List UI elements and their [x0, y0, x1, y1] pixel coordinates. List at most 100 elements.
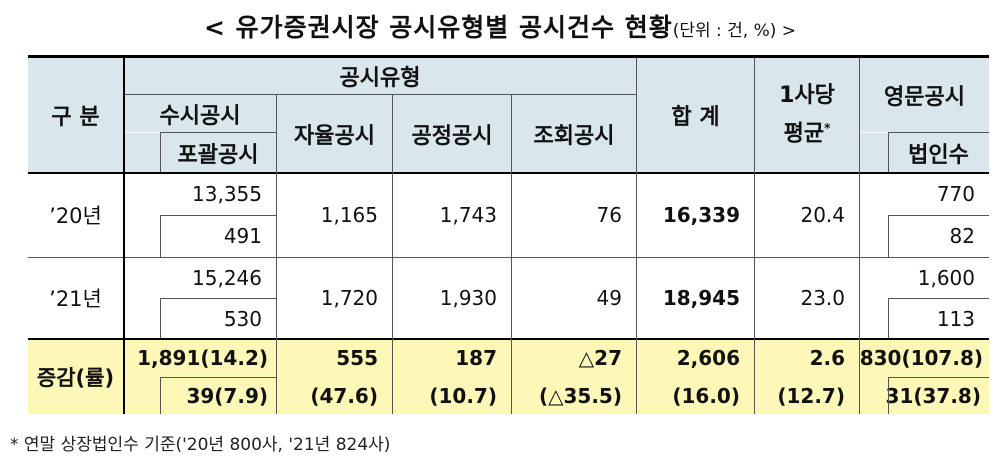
cell-change-total-rate-value: (16.0)	[672, 384, 740, 408]
cell-2020-total-value: 16,339	[662, 203, 740, 227]
header-periodic-label: 수시공시	[159, 103, 241, 129]
header-disclosure-type: 공시유형	[124, 58, 636, 94]
cell-2021-avg-value: 23.0	[800, 286, 845, 310]
cell-change-avg-rate-value: (12.7)	[777, 384, 845, 408]
row-label-change-text: 증감(률)	[36, 366, 115, 390]
header-english: 영문공시	[860, 58, 989, 132]
cell-2021-voluntary: 1,720	[277, 258, 392, 338]
cell-change-corp: 31(37.8)	[885, 378, 989, 414]
cell-change-comprehensive: 39(7.9)	[160, 378, 276, 414]
header-avg-asterisk: *	[824, 120, 831, 135]
cell-change-voluntary: 555	[277, 340, 392, 376]
header-voluntary: 자율공시	[277, 95, 392, 172]
cell-change-corp-value: 31(37.8)	[885, 384, 981, 408]
cell-2021-total: 18,945	[637, 258, 754, 338]
cell-2020-avg: 20.4	[755, 174, 859, 256]
cell-change-periodic-value: 1,891(14.2)	[137, 346, 268, 370]
unit-text: (단위 : 건, %) >	[672, 21, 797, 41]
cell-2020-english: 770	[860, 174, 989, 214]
footnote: * 연말 상장법인수 기준('20년 800사, '21년 824사)	[10, 435, 391, 455]
cell-2021-comprehensive-value: 530	[223, 306, 262, 331]
cell-2021-english: 1,600	[860, 258, 989, 298]
cell-2020-periodic: 13,355	[124, 174, 276, 214]
cell-2021-corp: 113	[888, 299, 989, 338]
cell-2021-inquiry-value: 49	[596, 286, 622, 310]
cell-change-english: 830(107.8)	[860, 340, 989, 376]
row-label-2021: ’21년	[28, 258, 123, 338]
cell-change-english-value: 830(107.8)	[859, 346, 983, 370]
cell-2020-comprehensive: 491	[160, 216, 276, 256]
cell-2021-inquiry: 49	[512, 258, 636, 338]
cell-2020-corp: 82	[888, 216, 989, 256]
cell-change-fair-rate: (10.7)	[393, 378, 511, 414]
cell-2020-voluntary-value: 1,165	[320, 203, 378, 227]
cell-change-voluntary-value: 555	[336, 346, 378, 370]
cell-2020-fair: 1,743	[393, 174, 511, 256]
row-label-2020-text: ’20년	[49, 204, 102, 228]
cell-2021-fair-value: 1,930	[439, 286, 497, 310]
header-avg-line2-text: 평균	[783, 121, 825, 147]
cell-2021-periodic: 15,246	[124, 258, 276, 298]
header-avg: 1사당 평균*	[755, 58, 859, 172]
title-text: < 유가증권시장 공시유형별 공시건수 현황	[203, 13, 673, 42]
cell-change-avg-value: 2.6	[809, 346, 845, 370]
cell-change-voluntary-rate: (47.6)	[277, 378, 392, 414]
cell-2020-inquiry-value: 76	[596, 203, 622, 227]
cell-change-inquiry-value: △27	[578, 346, 622, 370]
header-voluntary-label: 자율공시	[294, 123, 375, 149]
cell-change-fair-value: 187	[455, 346, 497, 370]
row-label-change: 증감(률)	[28, 340, 123, 414]
header-inquiry: 조회공시	[512, 95, 636, 172]
cell-2021-avg: 23.0	[755, 258, 859, 338]
cell-change-inquiry-rate-value: (△35.5)	[538, 384, 622, 408]
header-inquiry-label: 조회공시	[533, 123, 615, 149]
header-comprehensive-label: 포괄공시	[177, 142, 259, 168]
cell-2021-corp-value: 113	[936, 306, 975, 331]
cell-change-periodic: 1,891(14.2)	[124, 340, 276, 376]
cell-2020-total: 16,339	[637, 174, 754, 256]
cell-2020-english-value: 770	[936, 182, 975, 206]
cell-change-inquiry-rate: (△35.5)	[512, 378, 636, 414]
header-corp-count-label: 법인수	[908, 142, 969, 168]
header-periodic: 수시공시	[124, 95, 276, 132]
cell-2020-avg-value: 20.4	[800, 203, 845, 227]
cell-change-fair: 187	[393, 340, 511, 376]
cell-change-total-rate: (16.0)	[637, 378, 754, 414]
cell-change-inquiry: △27	[512, 340, 636, 376]
cell-change-avg-rate: (12.7)	[755, 378, 859, 414]
header-avg-line1: 1사당	[779, 82, 835, 108]
header-comprehensive: 포괄공시	[160, 133, 276, 172]
row-label-2020: ’20년	[28, 174, 123, 256]
header-avg-line2: 평균*	[784, 112, 831, 150]
row-label-2021-text: ’21년	[49, 287, 102, 311]
cell-2021-voluntary-value: 1,720	[320, 286, 378, 310]
cell-2020-comprehensive-value: 491	[223, 224, 262, 248]
header-english-label: 영문공시	[884, 85, 965, 110]
header-category-label: 구 분	[51, 105, 100, 130]
cell-2021-comprehensive: 530	[160, 299, 276, 338]
cell-2021-total-value: 18,945	[662, 286, 740, 310]
cell-change-fair-rate-value: (10.7)	[429, 384, 497, 408]
cell-2021-periodic-value: 15,246	[192, 266, 262, 290]
cell-change-total: 2,606	[637, 340, 754, 376]
header-fair-label: 공정공시	[411, 123, 493, 149]
cell-change-comprehensive-value: 39(7.9)	[186, 384, 268, 408]
cell-2020-corp-value: 82	[949, 224, 975, 248]
cell-2020-voluntary: 1,165	[277, 174, 392, 256]
header-total-label: 합 계	[671, 105, 720, 130]
page-title: < 유가증권시장 공시유형별 공시건수 현황(단위 : 건, %) >	[0, 8, 1000, 44]
header-fair: 공정공시	[393, 95, 511, 172]
cell-2021-english-value: 1,600	[917, 266, 975, 290]
header-category: 구 분	[28, 58, 123, 172]
cell-2020-fair-value: 1,743	[439, 203, 497, 227]
cell-2020-periodic-value: 13,355	[192, 182, 262, 206]
cell-change-total-value: 2,606	[676, 346, 740, 370]
header-total: 합 계	[637, 58, 754, 172]
cell-change-avg: 2.6	[755, 340, 859, 376]
cell-2020-inquiry: 76	[512, 174, 636, 256]
disclosure-table: 구 분 공시유형 수시공시 포괄공시 자율공시 공정공시 조회공시 합 계 1사…	[28, 55, 989, 414]
cell-2021-fair: 1,930	[393, 258, 511, 338]
header-disclosure-type-label: 공시유형	[339, 66, 421, 91]
header-corp-count: 법인수	[888, 133, 989, 172]
cell-change-voluntary-rate-value: (47.6)	[310, 384, 378, 408]
